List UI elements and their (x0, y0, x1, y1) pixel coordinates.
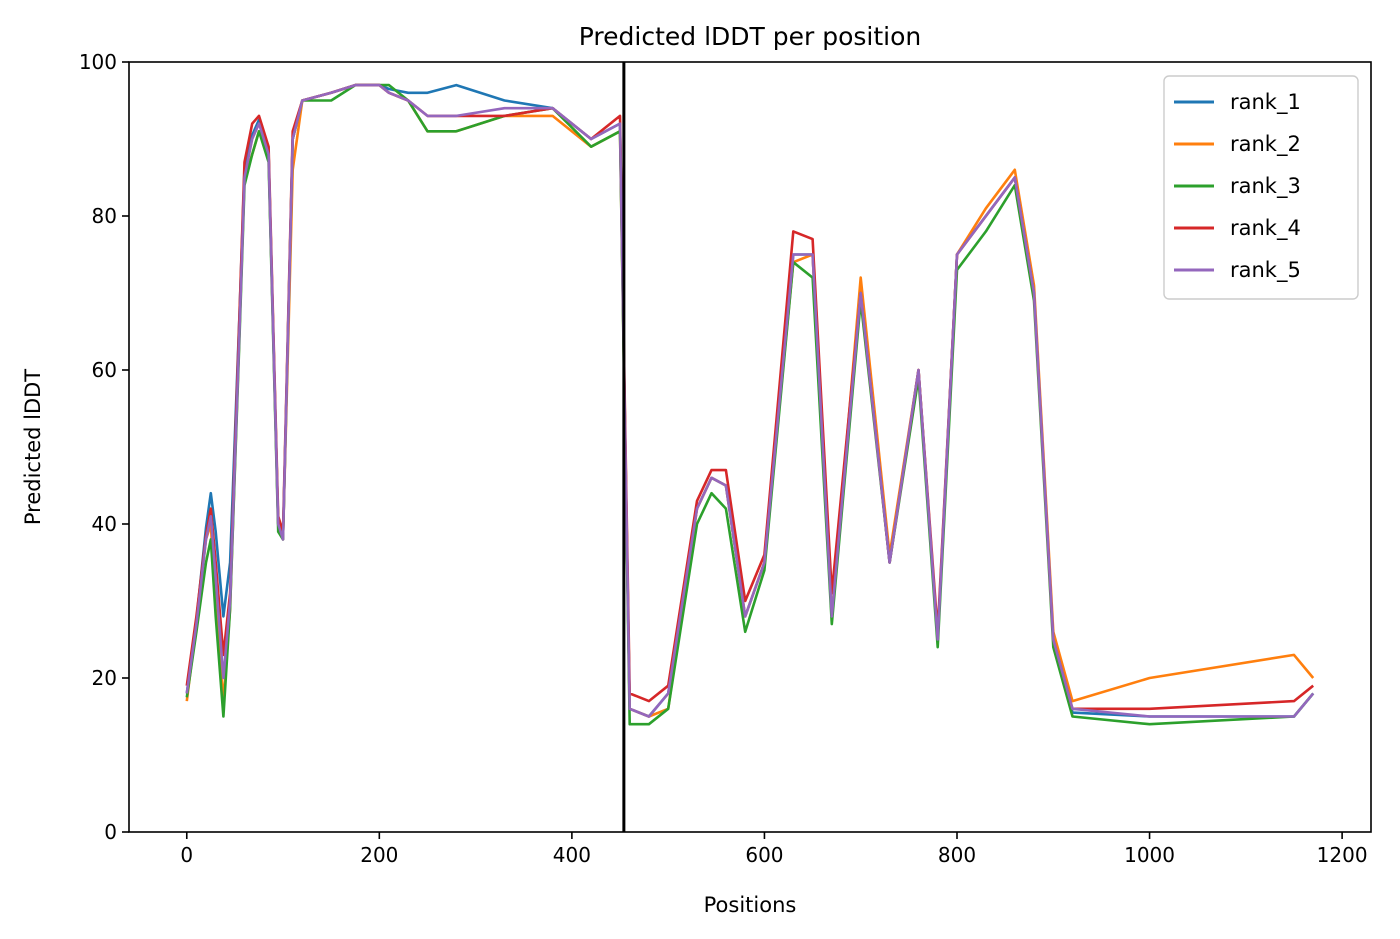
chart-title: Predicted lDDT per position (579, 22, 921, 51)
legend-label: rank_4 (1230, 216, 1301, 241)
legend-label: rank_5 (1230, 258, 1301, 283)
x-tick-label: 600 (745, 843, 783, 867)
series-layer (185, 83, 1315, 726)
x-tick-label: 800 (938, 843, 976, 867)
y-tick-label: 60 (92, 358, 117, 382)
legend-box (1163, 75, 1359, 300)
x-tick-label: 200 (360, 843, 398, 867)
y-tick-label: 80 (92, 204, 117, 228)
y-axis-title: Predicted lDDT (21, 369, 45, 525)
y-axis: 0 20 40 60 80 100 (79, 50, 129, 844)
legend: rank_1 rank_2 rank_3 rank_4 rank_5 (1163, 75, 1359, 300)
legend-label: rank_1 (1230, 90, 1301, 115)
x-tick-label: 0 (180, 843, 193, 867)
y-tick-label: 40 (92, 512, 117, 536)
legend-label: rank_2 (1230, 132, 1301, 157)
x-tick-label: 1000 (1124, 843, 1175, 867)
x-tick-label: 1200 (1317, 843, 1368, 867)
series-line-rank-5 (185, 83, 1315, 718)
x-axis: 0 200 400 600 800 1000 1200 (180, 832, 1368, 867)
legend-label: rank_3 (1230, 174, 1301, 199)
y-tick-label: 100 (79, 50, 117, 74)
y-tick-label: 20 (92, 666, 117, 690)
plot-frame (128, 61, 1372, 833)
x-axis-title: Positions (704, 893, 797, 917)
x-tick-label: 400 (553, 843, 591, 867)
y-tick-label: 0 (104, 820, 117, 844)
